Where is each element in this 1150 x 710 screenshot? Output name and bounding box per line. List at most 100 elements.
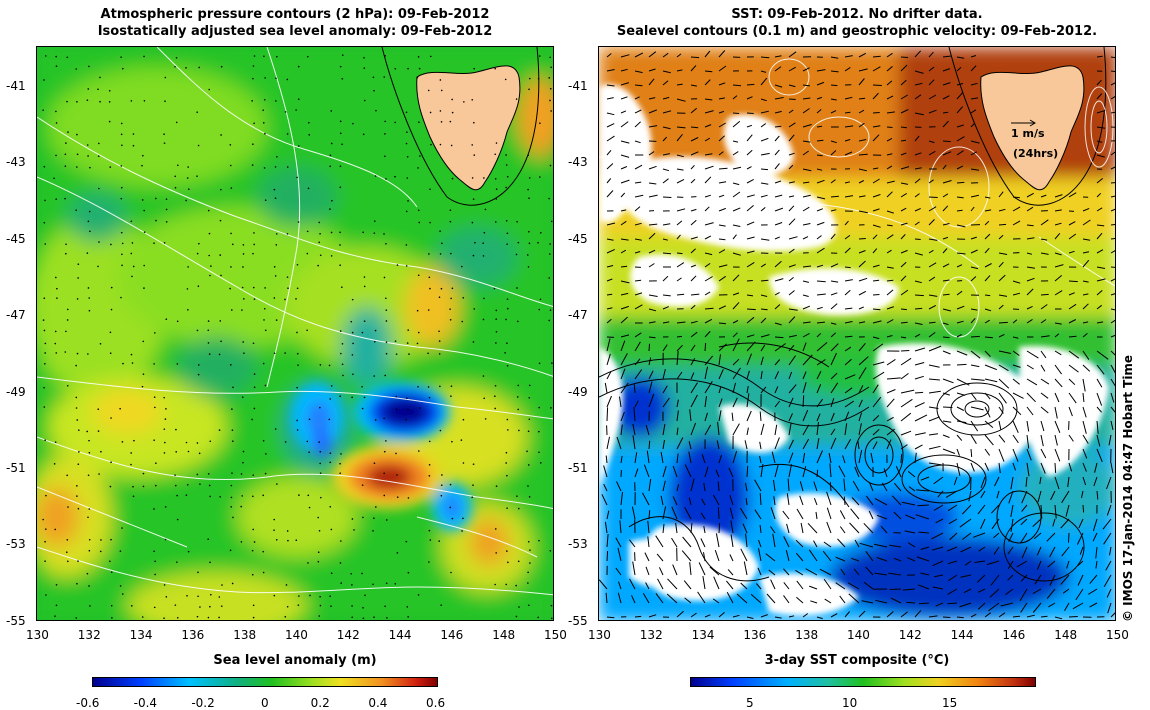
- velocity-arrow: [690, 164, 695, 170]
- right-y-tick: -51: [568, 461, 588, 475]
- scale-arrow-sublabel: (24hrs): [1013, 147, 1059, 160]
- velocity-arrow: [718, 207, 726, 212]
- velocity-dot: [132, 495, 135, 498]
- velocity-arrow: [886, 80, 893, 86]
- velocity-dot: [142, 485, 145, 488]
- velocity-arrow: [736, 593, 748, 604]
- velocity-arrow: [648, 223, 658, 226]
- velocity-arrow: [1096, 79, 1102, 86]
- velocity-dot: [329, 505, 332, 508]
- velocity-arrow: [1019, 588, 1028, 602]
- sst-map[interactable]: 1 m/s (24hrs): [598, 46, 1116, 621]
- velocity-dot: [242, 450, 245, 453]
- velocity-arrow: [1110, 56, 1115, 59]
- velocity-dot: [384, 374, 387, 377]
- velocity-arrow: [606, 265, 614, 268]
- velocity-dot: [395, 395, 398, 398]
- velocity-dot: [286, 276, 289, 278]
- velocity-arrow: [718, 65, 727, 72]
- velocity-dot: [130, 252, 133, 255]
- velocity-arrow: [620, 265, 628, 268]
- velocity-arrow: [816, 125, 823, 128]
- velocity-arrow: [956, 420, 967, 424]
- velocity-arrow: [620, 455, 623, 464]
- velocity-dot: [143, 209, 146, 212]
- velocity-dot: [120, 186, 123, 189]
- velocity-arrow: [788, 422, 792, 436]
- velocity-arrow: [998, 420, 1002, 431]
- velocity-arrow: [730, 534, 734, 548]
- velocity-dot: [120, 165, 123, 167]
- velocity-dot: [130, 353, 133, 356]
- velocity-dot: [537, 78, 540, 80]
- velocity-arrow: [998, 448, 1005, 462]
- velocity-dot: [396, 474, 398, 476]
- velocity-arrow: [970, 462, 975, 472]
- velocity-dot: [54, 342, 57, 345]
- eddy-contours: [599, 342, 1085, 582]
- velocity-dot: [163, 242, 166, 244]
- sea-level-anomaly-map[interactable]: [36, 46, 554, 621]
- velocity-arrow: [858, 342, 866, 352]
- velocity-arrow: [1088, 588, 1098, 595]
- velocity-dot: [231, 408, 233, 410]
- velocity-dot: [473, 308, 476, 310]
- velocity-dot: [548, 319, 551, 322]
- velocity-arrow: [1020, 532, 1028, 544]
- velocity-dot: [484, 208, 487, 211]
- velocity-arrow: [718, 181, 727, 184]
- velocity-arrow: [1054, 275, 1063, 282]
- velocity-dot: [428, 475, 431, 477]
- velocity-arrow: [1026, 392, 1036, 403]
- velocity-dot: [451, 517, 454, 520]
- velocity-dot: [396, 264, 399, 266]
- velocity-dot: [361, 407, 364, 410]
- velocity-arrow: [948, 518, 958, 525]
- velocity-arrow: [839, 595, 846, 604]
- velocity-arrow: [850, 508, 860, 520]
- velocity-dot: [296, 352, 299, 355]
- velocity-dot: [230, 484, 233, 487]
- velocity-dot: [230, 266, 232, 268]
- velocity-arrow: [1061, 490, 1070, 504]
- tasmania-landmass: [980, 65, 1085, 191]
- velocity-dot: [506, 474, 508, 477]
- velocity-dot: [375, 109, 377, 112]
- velocity-dot: [44, 528, 47, 530]
- velocity-arrow: [1026, 462, 1030, 477]
- velocity-arrow: [1082, 420, 1087, 434]
- velocity-arrow: [662, 252, 672, 255]
- velocity-dot: [549, 164, 552, 167]
- velocity-arrow: [808, 549, 818, 562]
- velocity-arrow: [746, 341, 756, 352]
- velocity-dot: [549, 309, 552, 311]
- velocity-arrow: [928, 66, 935, 72]
- velocity-arrow: [1036, 560, 1042, 570]
- velocity-dot: [253, 122, 255, 125]
- velocity-arrow: [620, 154, 630, 158]
- velocity-dot: [275, 233, 278, 235]
- velocity-arrow: [704, 206, 710, 212]
- velocity-arrow: [872, 415, 880, 422]
- velocity-arrow: [1068, 233, 1077, 240]
- velocity-arrow: [1012, 206, 1021, 212]
- velocity-arrow: [994, 476, 1000, 487]
- velocity-arrow: [1096, 154, 1105, 158]
- velocity-dot: [131, 275, 133, 278]
- shelf-contour: [948, 47, 1107, 206]
- velocity-arrow: [844, 335, 853, 338]
- left-x-tick: 144: [388, 628, 412, 642]
- velocity-dot: [482, 255, 485, 257]
- velocity-arrow: [1048, 602, 1056, 608]
- velocity-dot: [67, 506, 69, 508]
- velocity-dot: [449, 120, 452, 123]
- velocity-dot: [494, 67, 497, 70]
- velocity-arrow: [788, 384, 797, 394]
- velocity-arrow: [788, 464, 792, 478]
- velocity-arrow: [914, 82, 923, 86]
- velocity-arrow: [920, 546, 930, 550]
- velocity-arrow: [1096, 378, 1103, 388]
- velocity-arrow: [616, 436, 622, 450]
- right-colorbar-label: 3-day SST composite (°C): [764, 653, 950, 668]
- velocity-dot: [506, 342, 508, 344]
